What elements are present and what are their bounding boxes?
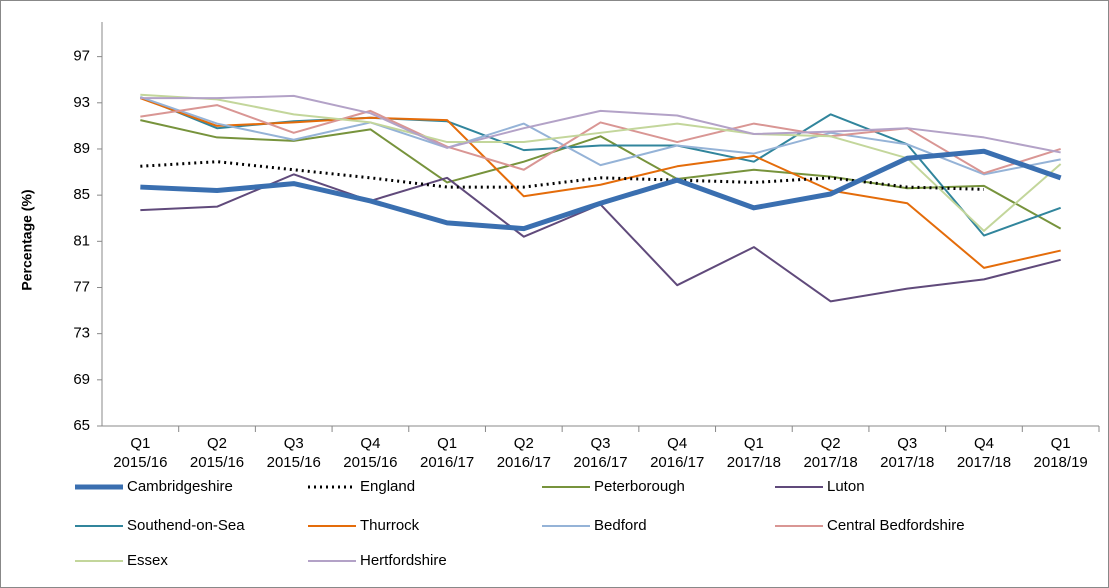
- legend-label: Luton: [827, 478, 865, 495]
- y-tick-label: 97: [73, 48, 90, 65]
- y-tick-label: 93: [73, 94, 90, 111]
- legend-label: Thurrock: [360, 517, 420, 534]
- x-tick-label: Q3 2015/16: [267, 435, 321, 471]
- y-tick-label: 65: [73, 417, 90, 434]
- x-tick-label: Q2 2016/17: [497, 435, 551, 471]
- y-tick-label: 69: [73, 371, 90, 388]
- x-tick-label: Q1 2015/16: [113, 435, 167, 471]
- legend-label: England: [360, 478, 415, 495]
- x-tick-label: Q3 2017/18: [880, 435, 934, 471]
- y-tick-label: 89: [73, 140, 90, 157]
- x-tick-label: Q3 2016/17: [573, 435, 627, 471]
- series-line: [140, 97, 1061, 269]
- x-tick-label: Q4 2016/17: [650, 435, 704, 471]
- y-tick-label: 81: [73, 232, 90, 249]
- y-axis-title: Percentage (%): [19, 189, 35, 290]
- legend-label: Essex: [127, 552, 168, 569]
- legend-label: Peterborough: [594, 478, 685, 495]
- x-tick-label: Q2 2015/16: [190, 435, 244, 471]
- y-tick-label: 85: [73, 186, 90, 203]
- legend-label: Hertfordshire: [360, 552, 447, 569]
- series-line: [140, 148, 1062, 232]
- x-tick-label: Q4 2017/18: [957, 435, 1011, 471]
- y-tick-label: 77: [73, 278, 90, 295]
- series-line: [140, 94, 1061, 154]
- legend-label: Southend-on-Sea: [127, 517, 245, 534]
- legend-label: Central Bedfordshire: [827, 517, 965, 534]
- legend-label: Cambridgeshire: [127, 478, 233, 495]
- x-tick-label: Q4 2015/16: [343, 435, 397, 471]
- x-tick-label: Q1 2017/18: [727, 435, 781, 471]
- x-tick-label: Q1 2018/19: [1034, 435, 1088, 471]
- x-tick-label: Q2 2017/18: [803, 435, 857, 471]
- series-line: [140, 96, 1061, 176]
- y-tick-label: 73: [73, 325, 90, 342]
- legend-label: Bedford: [594, 517, 647, 534]
- x-tick-label: Q1 2016/17: [420, 435, 474, 471]
